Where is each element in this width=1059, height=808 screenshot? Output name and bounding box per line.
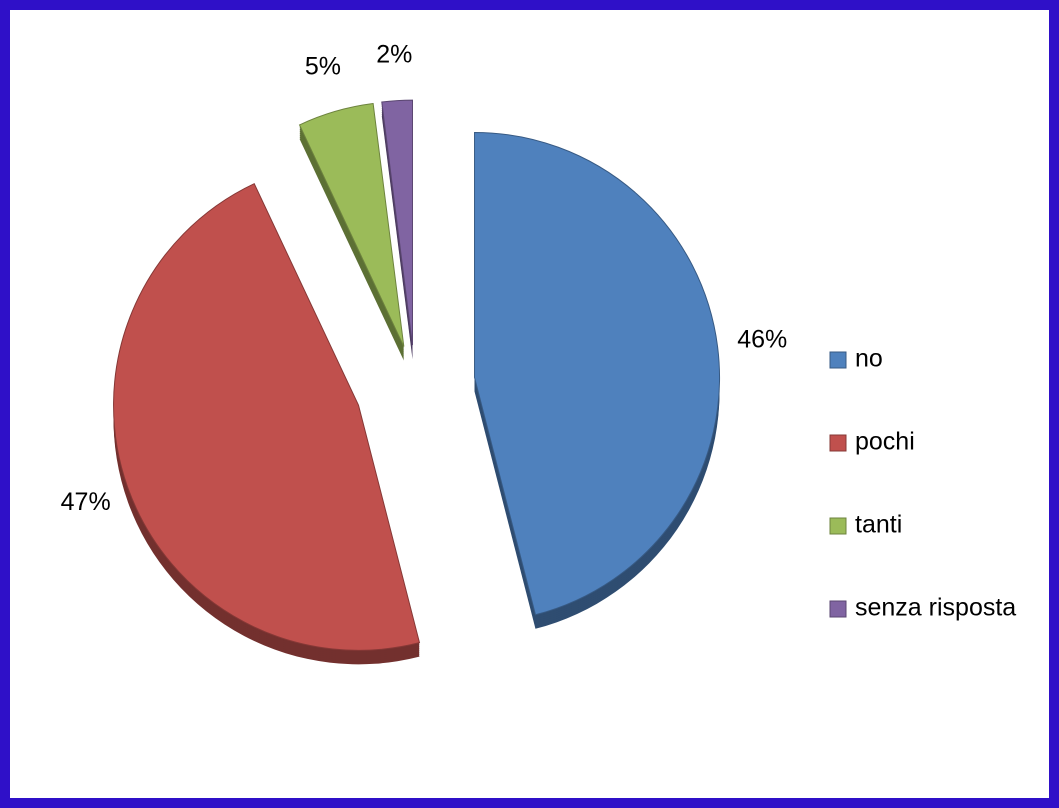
legend-label: pochi [855,428,915,456]
slice [381,99,413,346]
legend-label: no [855,345,883,373]
data-label: 5% [305,53,341,81]
legend-label: tanti [855,511,902,539]
legend-swatch [829,351,847,369]
slice [474,131,721,616]
slice [298,102,405,347]
slice [113,182,421,651]
legend-swatch [829,600,847,618]
legend-swatch [829,434,847,452]
legend-label: senza risposta [855,594,1016,622]
data-label: 2% [376,40,412,68]
legend-swatch [829,517,847,535]
data-label: 47% [61,488,111,516]
data-label: 46% [737,326,787,354]
